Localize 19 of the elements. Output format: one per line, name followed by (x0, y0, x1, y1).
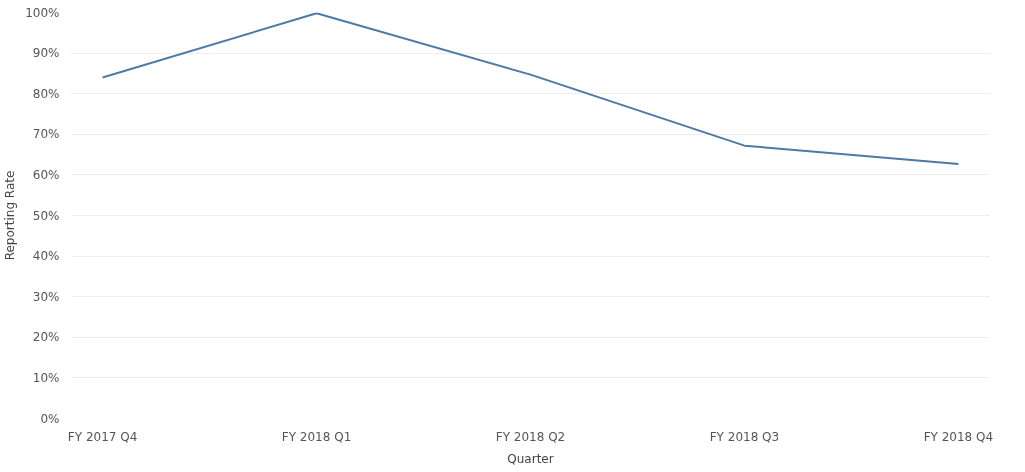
y-tick-label: 60% (32, 167, 60, 182)
y-tick-label: 10% (32, 370, 60, 385)
y-axis-title: Reporting Rate (3, 170, 18, 261)
x-tick-label: FY 2018 Q3 (709, 429, 780, 444)
y-tick-label: 80% (32, 86, 60, 101)
y-tick-label: 30% (32, 289, 60, 304)
y-tick-label: 40% (32, 249, 60, 264)
x-tick-label: FY 2018 Q1 (281, 429, 352, 444)
y-tick-label: 70% (32, 127, 60, 142)
y-tick-label: 0% (40, 411, 60, 426)
y-tick-label: 100% (25, 5, 60, 20)
x-axis-title: Quarter (507, 451, 554, 466)
y-tick-label: 90% (32, 46, 60, 61)
y-tick-label: 50% (32, 208, 60, 223)
x-tick-label: FY 2018 Q2 (495, 429, 566, 444)
y-tick-label: 20% (32, 330, 60, 345)
x-tick-label: FY 2017 Q4 (67, 429, 138, 444)
x-tick-label: FY 2018 Q4 (923, 429, 994, 444)
line-series (101, 12, 960, 165)
